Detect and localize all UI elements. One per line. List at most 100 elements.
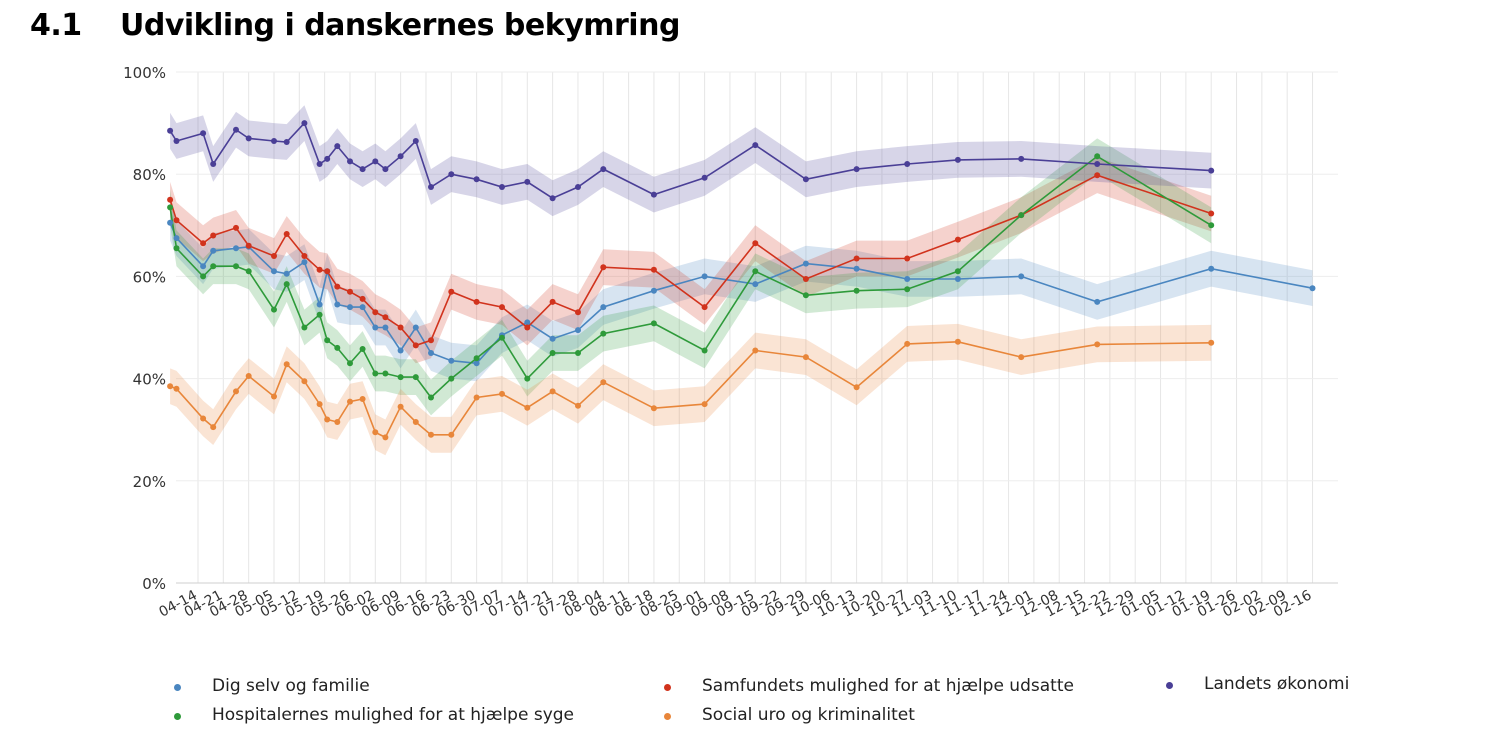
data-point [233,263,239,270]
data-point [802,354,809,361]
data-point [324,416,331,423]
data-point [853,384,860,391]
data-point [334,344,341,351]
data-point [412,374,419,381]
data-point [173,138,180,144]
data-point [600,330,607,337]
data-point [334,419,341,425]
data-point [549,195,556,202]
data-point [200,240,207,247]
data-point [1094,153,1101,160]
data-point [316,311,323,318]
y-tick-label: 60% [133,268,166,286]
y-axis: 0% 20% 40% 60% 80% 100% [123,64,166,593]
data-point [904,340,911,347]
data-point [524,404,531,411]
data-point [650,191,657,198]
data-point [283,139,290,145]
data-point [701,347,708,354]
legend-label: Samfundets mulighed for at hjælpe udsatt… [702,676,1074,696]
data-point [428,350,434,356]
x-axis: 04-1404-2104-2805-0505-1205-1905-2606-02… [156,587,1314,620]
data-point [853,166,860,173]
data-point [473,298,480,305]
legend-marker [174,713,181,720]
data-point [600,264,607,271]
data-point [397,324,404,331]
data-point [448,431,455,438]
data-point [752,281,759,288]
data-point [245,373,252,379]
data-point [397,403,404,410]
legend-item-samfundets: Samfundets mulighed for at hjælpe udsatt… [664,676,1074,696]
data-point [334,283,341,290]
data-point [650,266,657,273]
section-number: 4.1 [30,8,82,43]
data-point [524,178,531,185]
data-point [1018,354,1025,361]
data-point [1208,265,1215,272]
legend-item-dig-selv: Dig selv og familie [174,676,370,696]
data-point [167,383,174,390]
data-point [448,288,455,295]
data-point [382,324,389,331]
legend-item-social-uro: Social uro og kriminalitet [664,705,915,725]
data-point [173,245,180,252]
legend: Dig selv og familie Samfundets mulighed … [0,668,1505,737]
data-point [271,138,277,144]
data-point [650,405,657,412]
data-point [904,161,911,167]
data-point [575,184,581,190]
data-point [473,360,480,367]
data-point [397,153,404,160]
legend-item-hospitalernes: Hospitalernes mulighed for at hjælpe syg… [174,705,575,725]
data-point [412,138,419,144]
data-point [499,390,505,397]
data-point [802,276,809,282]
data-point [524,324,531,331]
data-point [600,379,607,386]
data-point [904,276,911,282]
data-point [752,142,759,149]
series-line [169,174,1212,347]
data-point [701,304,708,311]
data-point [210,424,217,431]
data-point [701,401,708,408]
data-point [210,263,217,270]
data-point [200,415,207,422]
line-chart: 0% 20% 40% 60% 80% 100% 04-1404-2104-2805-050… [123,64,1338,621]
data-point [954,276,961,282]
data-point [283,270,290,277]
data-point [1208,210,1215,217]
data-point [1018,212,1025,219]
data-point [200,263,207,270]
y-tick-label: 0% [142,575,166,593]
data-point [210,247,217,254]
data-point [1094,161,1101,167]
data-point [752,347,759,354]
data-point [347,288,353,295]
data-point [853,287,860,294]
y-tick-label: 40% [133,371,166,389]
data-point [752,240,759,247]
data-point [600,166,607,173]
data-point [173,217,180,224]
legend-marker [664,684,671,691]
data-point [283,281,290,288]
data-point [167,196,174,203]
data-point [412,342,419,349]
data-point [524,375,531,382]
data-point [1094,298,1101,305]
data-point [575,402,581,409]
data-point [448,357,455,364]
data-point [1208,167,1215,174]
legend-label: Hospitalernes mulighed for at hjælpe syg… [212,705,575,725]
data-point [324,155,331,162]
data-point [347,304,353,311]
data-point [233,224,239,231]
series-points [167,120,1316,441]
page-title: 4.1 Udvikling i danskernes bekymring [30,8,680,43]
data-point [412,419,419,425]
data-point [428,431,434,438]
data-point [524,319,531,326]
